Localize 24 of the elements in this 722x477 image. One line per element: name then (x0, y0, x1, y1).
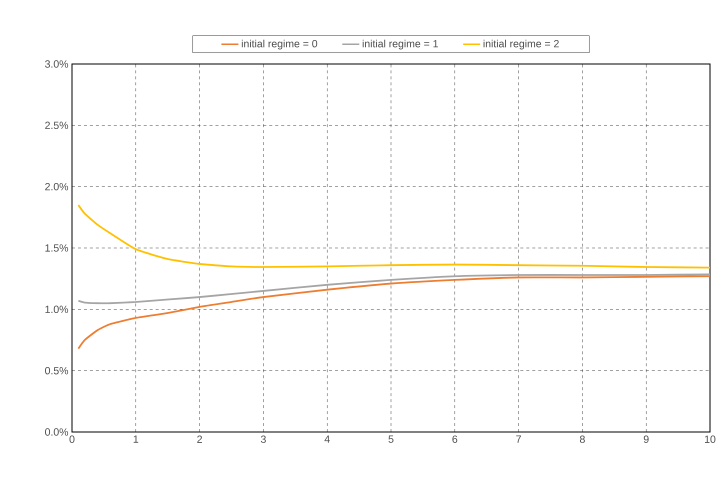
y-tick-label: 3.0% (45, 60, 68, 68)
x-tick-label: 5 (388, 436, 394, 443)
y-tick-label: 0.5% (45, 366, 68, 374)
y-tick-label: 1.0% (45, 306, 68, 314)
x-tick-label: 3 (260, 436, 266, 443)
x-tick-label: 2 (197, 436, 202, 443)
x-tick-label: 1 (134, 436, 138, 443)
x-tick-label: 4 (324, 436, 330, 443)
x-tick-label: 7 (516, 436, 521, 443)
x-tick-label: 0 (70, 436, 74, 443)
line-series (77, 204, 710, 269)
x-tick-label: 6 (452, 436, 458, 443)
y-tick-label: 2.0% (45, 182, 68, 190)
y-tick-label: 1.5% (45, 244, 68, 252)
x-tick-label: 10 (704, 436, 716, 443)
y-tick-label: 2.5% (45, 122, 68, 130)
x-tick-label: 9 (644, 436, 649, 443)
y-tick-label: 0.0% (45, 428, 68, 436)
legend-label: initial regime = 0 (242, 40, 318, 50)
line-series (77, 275, 710, 350)
legend-label: initial regime = 1 (362, 40, 438, 50)
line-series (77, 273, 710, 304)
legend-label: initial regime = 2 (484, 40, 559, 50)
x-tick-label: 8 (580, 436, 585, 443)
